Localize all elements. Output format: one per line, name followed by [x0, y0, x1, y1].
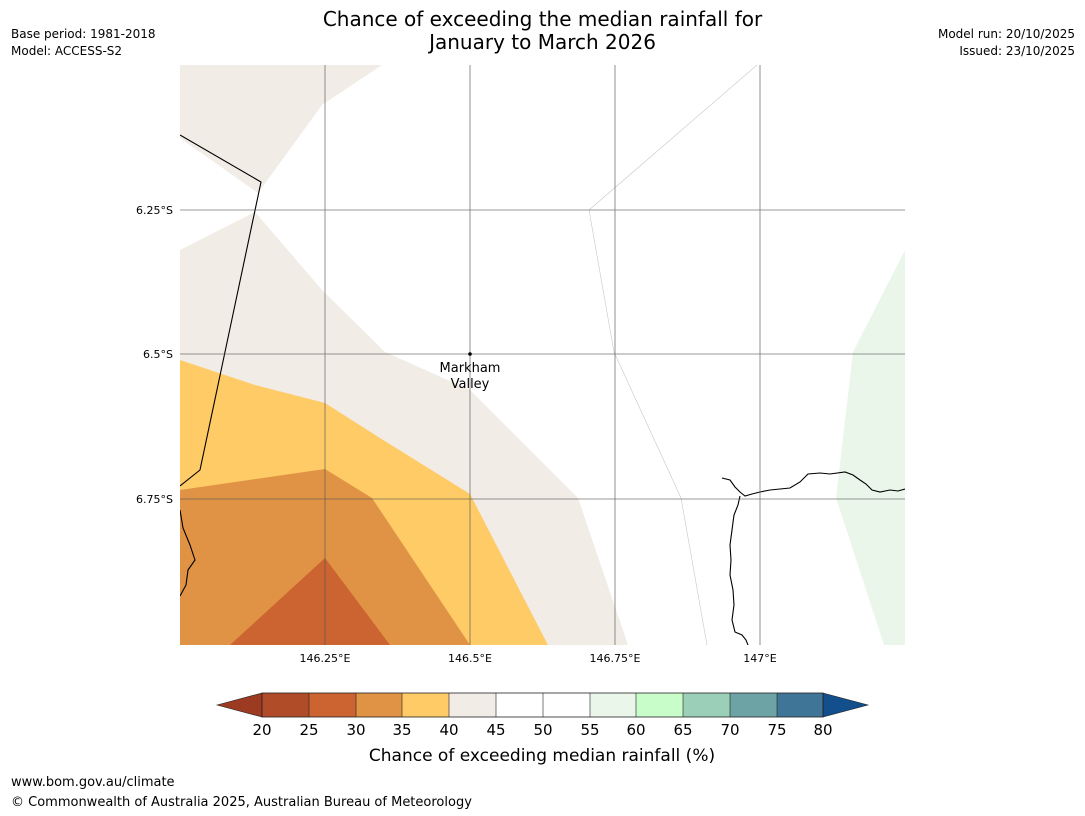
colorbar-tick-label: 40 [439, 721, 458, 739]
coastlines [180, 134, 905, 645]
colorbar-under-arrow [215, 692, 263, 718]
coastline-east [721, 471, 905, 497]
colorbar-title: Chance of exceeding median rainfall (%) [369, 746, 715, 766]
boundary-line [180, 134, 262, 487]
gridlines [180, 65, 905, 645]
issued-text: Issued: 23/10/2025 [959, 44, 1075, 58]
river-line [729, 495, 749, 645]
colorbar-swatch-50-55 [543, 693, 590, 717]
coastline-west [180, 509, 196, 597]
colorbar-swatch-30-35 [356, 693, 402, 717]
zone-boundary-faint [588, 65, 758, 645]
lon-tick-labels: 146.25°E 146.5°E 146.75°E 147°E [300, 652, 777, 665]
map-title-line2: January to March 2026 [429, 30, 656, 54]
probability-zones [180, 65, 905, 645]
zone-55-60 [836, 250, 905, 645]
lon-tick-label: 146.75°E [590, 652, 641, 665]
meta-right: Model run: 20/10/2025 Issued: 23/10/2025 [938, 26, 1075, 60]
place-marker [468, 352, 472, 356]
colorbar-swatch-45-50 [496, 693, 543, 717]
colorbar-tick-label: 70 [720, 721, 739, 739]
zone-25-30 [230, 558, 390, 645]
colorbar-tick-label: 50 [533, 721, 552, 739]
colorbar-tick-label: 55 [580, 721, 599, 739]
colorbar-tick-label: 60 [626, 721, 645, 739]
model-run-text: Model run: 20/10/2025 [937, 27, 1075, 41]
colorbar-tick-labels: 20 25 30 35 40 45 50 55 60 65 70 75 80 [252, 721, 832, 739]
colorbar-swatch-20-25 [262, 693, 309, 717]
colorbar-outline [261, 692, 824, 718]
colorbar-tick-label: 35 [392, 721, 411, 739]
colorbar-dividers [308, 693, 778, 717]
colorbar-swatch-60-65 [636, 693, 683, 717]
lon-tick-label: 146.5°E [448, 652, 492, 665]
place-label-line2: Valley [451, 377, 490, 392]
meta-left: Base period: 1981-2018 Model: ACCESS-S2 [11, 26, 156, 60]
colorbar-swatch-70-75 [730, 693, 777, 717]
colorbar-swatch-55-60 [590, 693, 636, 717]
base-period-text: Base period: 1981-2018 [11, 27, 156, 41]
colorbar-tick-label: 30 [346, 721, 365, 739]
colorbar-tick-label: 20 [252, 721, 271, 739]
place-label-line1: Markham [440, 361, 501, 376]
colorbar-swatch-25-30 [309, 693, 356, 717]
colorbar-tick-label: 80 [813, 721, 832, 739]
rainfall-map: Markham Valley 6.25°S 6.5°S 6.75°S 146.2… [136, 65, 905, 665]
colorbar-swatch-75-80 [777, 693, 823, 717]
lat-tick-label: 6.25°S [136, 204, 173, 217]
colorbar-tick-label: 45 [486, 721, 505, 739]
colorbar-tick-label: 25 [299, 721, 318, 739]
map-title-line1: Chance of exceeding the median rainfall … [322, 7, 763, 31]
colorbar-over-arrow [822, 692, 870, 718]
colorbar-swatch-65-70 [683, 693, 730, 717]
colorbar-legend: 20 25 30 35 40 45 50 55 60 65 70 75 80 C… [215, 692, 870, 766]
footer-url: www.bom.gov.au/climate [11, 775, 175, 790]
colorbar-swatch-40-45 [449, 693, 496, 717]
lat-tick-label: 6.5°S [143, 348, 173, 361]
model-text: Model: ACCESS-S2 [11, 44, 123, 58]
colorbar-swatch-35-40 [402, 693, 449, 717]
lon-tick-label: 147°E [743, 652, 776, 665]
colorbar-tick-label: 75 [767, 721, 786, 739]
footer-copyright: © Commonwealth of Australia 2025, Austra… [11, 795, 472, 810]
lat-tick-labels: 6.25°S 6.5°S 6.75°S [136, 204, 173, 506]
lon-tick-label: 146.25°E [300, 652, 351, 665]
zone-40-45-north [180, 65, 382, 193]
colorbar-tick-label: 65 [673, 721, 692, 739]
lat-tick-label: 6.75°S [136, 493, 173, 506]
